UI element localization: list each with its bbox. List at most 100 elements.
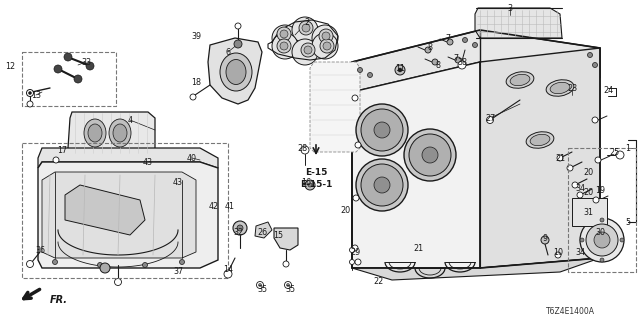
Circle shape: [577, 192, 583, 198]
Text: 11: 11: [395, 63, 405, 73]
Text: 1: 1: [625, 143, 630, 153]
Text: 5: 5: [625, 218, 630, 227]
Ellipse shape: [550, 82, 570, 94]
Ellipse shape: [113, 124, 127, 142]
Circle shape: [301, 43, 315, 57]
Text: 24: 24: [603, 85, 613, 94]
Circle shape: [320, 39, 334, 53]
Polygon shape: [65, 185, 145, 235]
Text: 8: 8: [428, 43, 433, 52]
Ellipse shape: [109, 119, 131, 147]
Circle shape: [616, 151, 624, 159]
Circle shape: [308, 183, 312, 187]
Text: 35: 35: [257, 285, 267, 294]
Ellipse shape: [361, 109, 403, 151]
Circle shape: [312, 25, 338, 51]
Circle shape: [190, 94, 196, 100]
Text: 38: 38: [457, 58, 467, 67]
Circle shape: [179, 260, 184, 265]
Circle shape: [292, 17, 318, 43]
Ellipse shape: [220, 53, 252, 91]
Circle shape: [280, 30, 288, 38]
Circle shape: [26, 90, 33, 97]
Text: 17: 17: [57, 146, 67, 155]
Text: 20: 20: [340, 205, 350, 214]
Text: 32: 32: [233, 228, 243, 236]
Text: 39: 39: [191, 31, 201, 41]
Text: 43: 43: [143, 157, 153, 166]
Circle shape: [367, 73, 372, 77]
Text: 12: 12: [5, 61, 15, 70]
Circle shape: [299, 21, 313, 35]
Circle shape: [588, 52, 593, 58]
Text: 23: 23: [567, 84, 577, 92]
Polygon shape: [310, 62, 360, 152]
Text: 31: 31: [583, 207, 593, 217]
Circle shape: [349, 260, 355, 265]
Circle shape: [620, 238, 624, 242]
Ellipse shape: [361, 164, 403, 206]
Circle shape: [64, 53, 72, 61]
Circle shape: [463, 37, 467, 43]
Text: 35: 35: [285, 285, 295, 294]
Circle shape: [257, 282, 264, 289]
Text: 10: 10: [553, 247, 563, 257]
Text: 20: 20: [583, 167, 593, 177]
Polygon shape: [38, 148, 218, 168]
Bar: [22, 52, 116, 106]
Circle shape: [304, 46, 312, 54]
Circle shape: [567, 165, 573, 171]
Circle shape: [447, 39, 453, 45]
Circle shape: [97, 262, 102, 268]
Circle shape: [355, 259, 361, 265]
Text: 6: 6: [225, 47, 230, 57]
Circle shape: [486, 116, 493, 124]
Text: 18: 18: [191, 77, 201, 86]
Ellipse shape: [530, 134, 550, 146]
Ellipse shape: [226, 60, 246, 84]
Text: E-15
E-15-1: E-15 E-15-1: [300, 168, 332, 189]
Text: 42: 42: [209, 202, 219, 211]
Circle shape: [86, 62, 94, 70]
Polygon shape: [352, 258, 600, 280]
Polygon shape: [480, 48, 600, 268]
Polygon shape: [352, 30, 600, 92]
Circle shape: [233, 221, 247, 235]
Circle shape: [115, 278, 122, 285]
Text: 15: 15: [273, 230, 283, 239]
Text: 26: 26: [257, 228, 267, 236]
Ellipse shape: [506, 72, 534, 88]
Polygon shape: [38, 162, 218, 268]
Bar: [568, 148, 636, 272]
Circle shape: [143, 262, 147, 268]
Polygon shape: [352, 62, 480, 268]
Circle shape: [458, 61, 466, 69]
Circle shape: [319, 29, 333, 43]
Circle shape: [287, 284, 289, 286]
Circle shape: [224, 270, 232, 278]
Text: 34: 34: [575, 183, 585, 193]
Circle shape: [425, 47, 431, 53]
Circle shape: [26, 260, 33, 268]
Circle shape: [322, 32, 330, 40]
Text: 33: 33: [81, 58, 91, 67]
Text: 29: 29: [350, 247, 360, 257]
Bar: [22, 143, 228, 278]
Text: 34: 34: [575, 247, 585, 257]
Circle shape: [432, 59, 438, 65]
Circle shape: [312, 33, 338, 59]
Circle shape: [398, 68, 402, 72]
Circle shape: [323, 42, 331, 50]
Circle shape: [395, 65, 405, 75]
Circle shape: [74, 75, 82, 83]
Ellipse shape: [546, 80, 574, 96]
Circle shape: [272, 33, 298, 59]
Circle shape: [235, 23, 241, 29]
Text: 40: 40: [187, 154, 197, 163]
Text: 19: 19: [595, 186, 605, 195]
Ellipse shape: [84, 119, 106, 147]
Text: 7: 7: [453, 53, 459, 62]
Circle shape: [305, 180, 315, 190]
Circle shape: [594, 232, 610, 248]
Text: 30: 30: [595, 228, 605, 236]
